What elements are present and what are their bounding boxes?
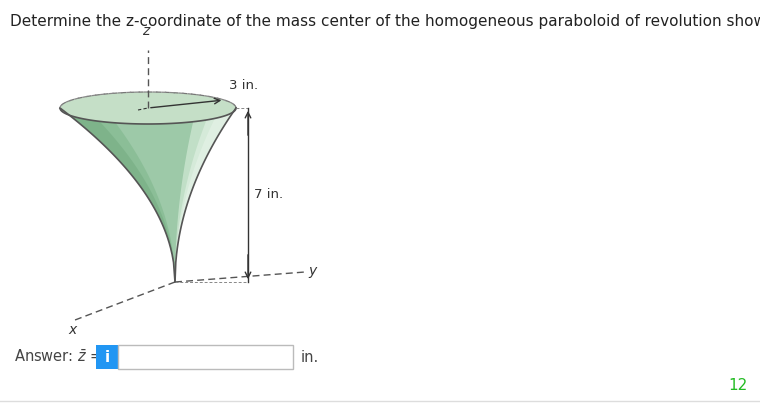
Text: Determine the z-coordinate of the mass center of the homogeneous paraboloid of r: Determine the z-coordinate of the mass c… — [10, 14, 760, 29]
Text: 7 in.: 7 in. — [254, 189, 283, 202]
Polygon shape — [60, 108, 175, 282]
Polygon shape — [60, 108, 236, 282]
Polygon shape — [60, 108, 175, 282]
Polygon shape — [60, 92, 236, 124]
FancyBboxPatch shape — [96, 345, 118, 369]
Text: y: y — [308, 264, 316, 278]
Text: i: i — [104, 349, 109, 364]
Text: z: z — [142, 24, 150, 38]
Text: 12: 12 — [729, 378, 748, 393]
FancyBboxPatch shape — [118, 345, 293, 369]
Polygon shape — [175, 99, 236, 282]
Text: in.: in. — [301, 349, 319, 364]
Polygon shape — [175, 97, 236, 282]
Text: Answer: $\bar{z}$ =: Answer: $\bar{z}$ = — [14, 349, 103, 365]
Polygon shape — [175, 95, 236, 282]
Text: x: x — [68, 323, 76, 337]
Text: 3 in.: 3 in. — [230, 79, 258, 92]
